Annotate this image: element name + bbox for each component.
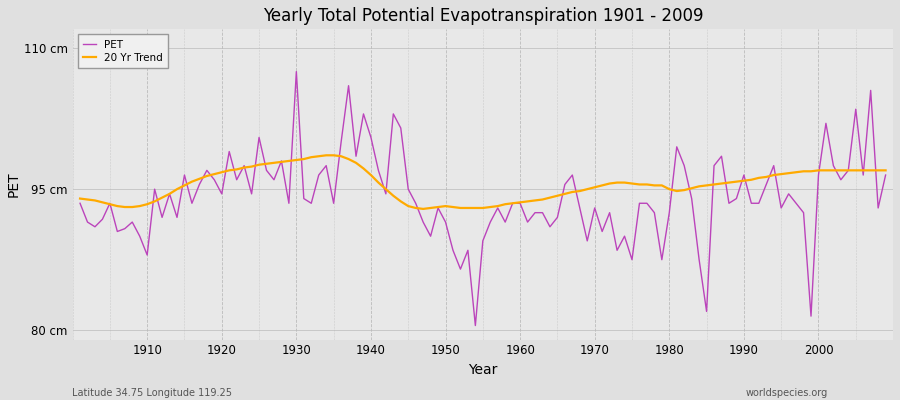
Line: PET: PET	[80, 72, 886, 326]
PET	[522, 220, 533, 224]
Legend: PET, 20 Yr Trend: PET, 20 Yr Trend	[77, 34, 167, 68]
20 Yr Trend	[320, 153, 331, 158]
20 Yr Trend	[418, 206, 428, 211]
PET	[306, 201, 317, 206]
20 Yr Trend	[351, 160, 362, 165]
PET	[351, 154, 362, 159]
Line: 20 Yr Trend: 20 Yr Trend	[80, 155, 886, 209]
20 Yr Trend	[75, 196, 86, 201]
PET	[291, 69, 302, 74]
PET	[619, 234, 630, 238]
20 Yr Trend	[529, 198, 540, 203]
PET	[529, 210, 540, 215]
20 Yr Trend	[522, 199, 533, 204]
PET	[134, 234, 145, 238]
20 Yr Trend	[299, 157, 310, 162]
20 Yr Trend	[880, 168, 891, 173]
Text: worldspecies.org: worldspecies.org	[746, 388, 828, 398]
Text: Latitude 34.75 Longitude 119.25: Latitude 34.75 Longitude 119.25	[72, 388, 232, 398]
PET	[470, 323, 481, 328]
PET	[75, 201, 86, 206]
X-axis label: Year: Year	[468, 363, 498, 377]
20 Yr Trend	[134, 204, 145, 208]
20 Yr Trend	[619, 180, 630, 185]
PET	[880, 173, 891, 178]
Title: Yearly Total Potential Evapotranspiration 1901 - 2009: Yearly Total Potential Evapotranspiratio…	[263, 7, 703, 25]
Y-axis label: PET: PET	[7, 172, 21, 197]
